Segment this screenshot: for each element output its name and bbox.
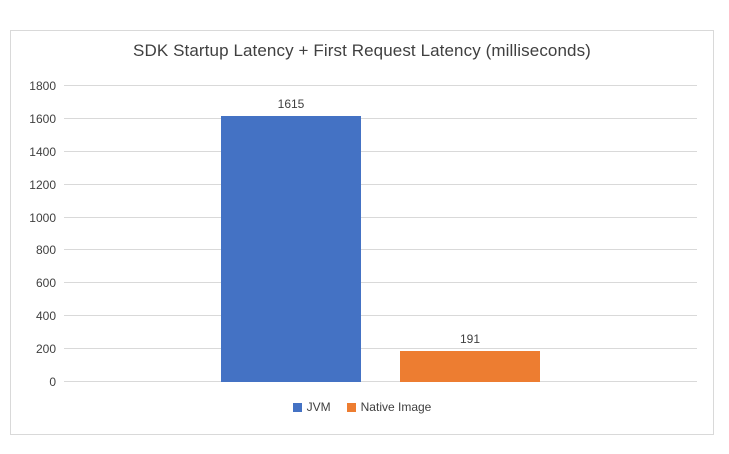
legend-label: JVM <box>306 400 331 414</box>
gridline <box>64 282 697 284</box>
y-axis-tick-label: 800 <box>35 243 56 258</box>
gridline <box>64 117 697 119</box>
chart-title: SDK Startup Latency + First Request Late… <box>133 41 591 60</box>
legend-label: Native Image <box>360 400 432 414</box>
plot-area: 0 200 400 600 800 1000 1200 1400 1600 1800 1615 191 <box>29 79 697 389</box>
y-axis-tick-label: 1800 <box>29 79 56 93</box>
data-label-native-image: 191 <box>459 331 481 346</box>
bar-native-image <box>400 350 540 382</box>
y-axis-tick-label: 1000 <box>29 210 56 225</box>
legend-swatch-icon <box>346 402 356 412</box>
gridline <box>64 183 697 185</box>
y-axis-tick-label: 400 <box>35 309 56 324</box>
legend-swatch-icon <box>292 402 302 412</box>
gridline <box>64 216 697 218</box>
gridline <box>64 249 697 251</box>
data-label-jvm: 1615 <box>277 97 305 112</box>
gridline <box>64 315 697 317</box>
legend-item-jvm: JVM <box>292 400 331 414</box>
legend-item-native-image: Native Image <box>346 400 432 414</box>
gridline <box>64 85 697 86</box>
y-axis-tick-label: 200 <box>35 342 56 357</box>
y-axis-tick-label: 0 <box>49 375 56 389</box>
y-axis-tick-label: 600 <box>35 276 56 291</box>
gridline <box>64 348 697 350</box>
chart-frame: SDK Startup Latency + First Request Late… <box>10 30 714 435</box>
bar-jvm <box>221 116 361 382</box>
y-axis-tick-label: 1600 <box>29 111 56 126</box>
gridline <box>64 381 697 382</box>
gridline <box>64 150 697 152</box>
y-axis-tick-label: 1400 <box>29 144 56 159</box>
legend: JVM Native Image <box>11 400 713 414</box>
y-axis-tick-label: 1200 <box>29 177 56 192</box>
